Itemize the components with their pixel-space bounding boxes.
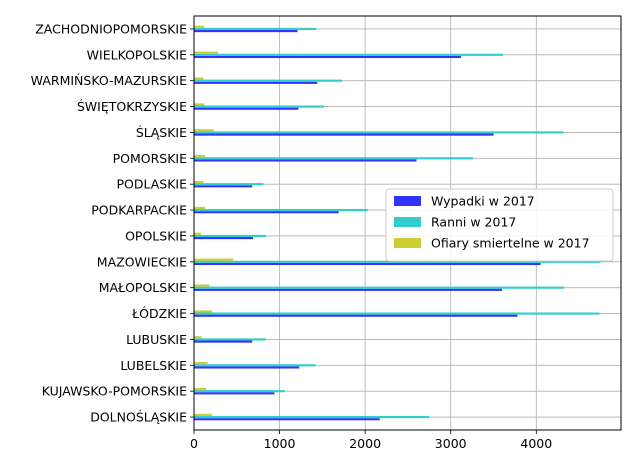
bar [194,336,202,339]
bar [194,314,518,317]
bar [194,234,266,238]
legend-label: Wypadki w 2017 [431,194,535,209]
bar [194,180,204,184]
bar [194,232,201,235]
bar [194,260,601,263]
bar [194,364,316,367]
bar [194,338,266,341]
bar [194,258,234,261]
y-tick-label: WIELKOPOLSKIE [87,47,187,62]
y-tick-label: PODLASKIE [116,177,187,192]
y-tick-label: DOLNOŚLĄSKIE [90,410,187,425]
bar [194,413,212,416]
y-tick-label: ŁÓDZKIE [131,306,187,321]
bar [194,133,494,136]
bar [194,30,298,33]
x-tick-label: 3000 [435,436,467,451]
x-tick-label: 1000 [264,436,296,451]
legend-label: Ranni w 2017 [431,215,516,230]
bar [194,284,210,287]
bar [194,159,417,162]
bar [194,288,503,291]
legend-swatch [394,217,421,227]
bar [194,390,285,393]
bar [194,312,600,315]
bar [194,208,368,212]
bar [194,53,503,56]
legend-box [385,188,614,262]
legend-label: Ofiary smiertelne w 2017 [431,236,590,251]
bar [194,392,275,395]
y-tick-label: ŚWIĘTOKRZYSKIE [77,99,187,114]
bar [194,107,299,110]
plot-frame [193,15,622,431]
bar [194,105,325,108]
bar [194,206,206,209]
y-tick-label: MAZOWIECKIE [97,254,187,269]
bar [194,25,205,28]
bar [194,415,430,419]
y-axis-ticks: DOLNOŚLĄSKIE KUJAWSKO-POMORSKIE LUBELSKIE L… [31,21,194,425]
x-tick-label: 2000 [349,436,381,451]
y-tick-label: OPOLSKIE [125,228,187,243]
y-tick-label: MAŁOPOLSKIE [99,280,187,295]
bar [194,51,218,54]
bar [194,183,264,186]
x-tick-label: 4000 [520,436,552,451]
bar [194,340,253,343]
bar [194,262,541,266]
bar [194,77,204,80]
bar [194,366,300,369]
y-tick-label: ZACHODNIOPOMORSKIE [35,21,187,36]
y-tick-label: LUBUSKIE [126,332,187,347]
y-tick-label: LUBELSKIE [120,358,187,373]
bar [194,55,461,59]
bar [194,155,206,158]
x-axis-ticks: 0 1000 2000 3000 4000 [190,430,552,451]
y-tick-label: POMORSKIE [113,151,188,166]
y-tick-label: KUJAWSKO-POMORSKIE [42,384,187,399]
bars [194,25,601,421]
bar [194,131,564,134]
bar [194,185,253,188]
bar [194,310,212,313]
y-tick-label: PODKARPACKIE [91,203,187,218]
bar [194,387,206,391]
y-tick-label: ŚLĄSKIE [136,125,187,140]
x-tick-label: 0 [190,436,198,451]
bar [194,237,254,240]
bar [194,418,380,421]
bar [194,79,343,82]
bar [194,81,318,84]
legend-swatch [394,238,421,248]
bar [194,211,339,214]
legend-swatch [394,196,421,206]
bar [194,362,208,365]
bar [194,27,317,31]
legend: Wypadki w 2017 Ranni w 2017 Ofiary smierte… [385,188,614,262]
bar [194,157,473,160]
bar [194,286,564,289]
bar [194,129,214,132]
bar [194,103,205,106]
y-tick-label: WARMIŃSKO-MAZURSKIE [31,73,187,88]
